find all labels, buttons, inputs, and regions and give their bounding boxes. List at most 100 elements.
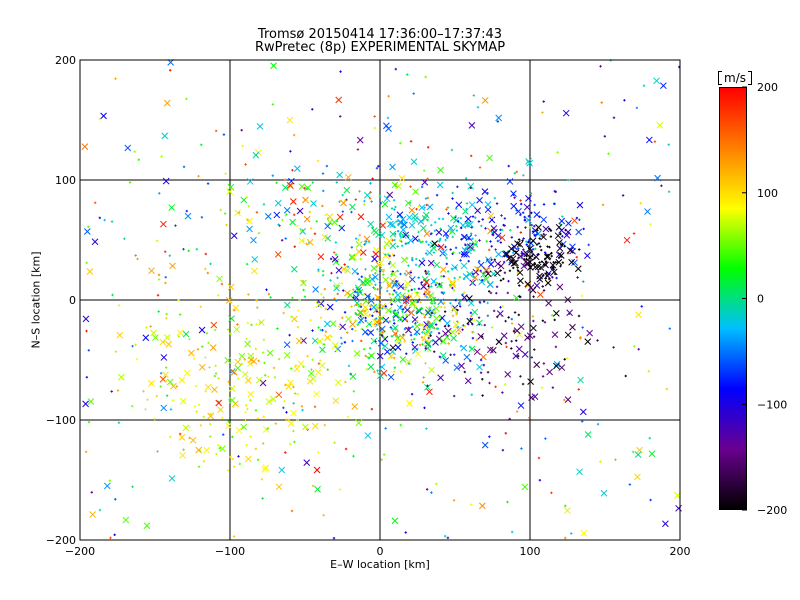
data-point-plus [447, 277, 450, 281]
data-point-plus [326, 368, 329, 371]
data-point-plus [424, 269, 427, 273]
data-point-plus [386, 289, 389, 293]
data-point-plus [471, 272, 474, 275]
data-point-plus [554, 345, 558, 349]
data-point-x [634, 473, 641, 481]
data-point-plus [463, 370, 467, 374]
data-point-x [553, 362, 560, 370]
data-point-x [545, 299, 552, 307]
data-point-plus [292, 429, 295, 433]
data-point-x [331, 255, 339, 263]
data-point-plus [418, 323, 422, 327]
data-point-plus [415, 257, 418, 261]
data-point-plus [313, 232, 317, 235]
data-point-x [481, 441, 489, 449]
data-point-plus [402, 333, 405, 337]
data-point-plus [433, 229, 437, 233]
data-point-plus [406, 73, 409, 76]
data-point-plus [455, 313, 458, 316]
data-point-plus [410, 288, 413, 292]
data-point-x [287, 420, 295, 427]
data-point-x [357, 316, 365, 324]
data-point-x [466, 243, 474, 250]
data-point-plus [445, 262, 448, 266]
data-point-plus [363, 203, 366, 206]
data-point-plus [117, 421, 121, 424]
data-point-plus [338, 200, 341, 203]
data-point-plus [317, 451, 320, 454]
data-point-plus [289, 150, 292, 153]
data-point-plus [601, 203, 605, 207]
data-point-plus [430, 302, 434, 305]
data-point-plus [421, 257, 425, 260]
data-point-plus [482, 300, 486, 303]
data-point-plus [373, 126, 377, 130]
data-point-plus [352, 288, 355, 291]
data-point-x [476, 319, 483, 327]
data-point-plus [146, 398, 149, 401]
data-point-plus [273, 376, 277, 379]
data-point-plus [159, 372, 163, 375]
data-point-x [234, 209, 241, 217]
plot-frame [79, 59, 681, 541]
data-point-plus [454, 298, 457, 302]
data-point-plus [428, 332, 432, 336]
data-point-plus [437, 217, 441, 220]
data-point-plus [382, 336, 386, 340]
data-point-plus [470, 226, 473, 229]
data-point-x [264, 213, 272, 220]
data-point-plus [497, 340, 500, 343]
data-point-x [160, 220, 167, 228]
data-point-plus [336, 276, 339, 280]
data-point-plus [436, 327, 440, 330]
data-point-x [343, 186, 351, 194]
data-point-plus [249, 399, 252, 402]
data-point-x [345, 173, 352, 181]
data-point-x [370, 265, 378, 272]
data-point-x [586, 329, 593, 337]
data-point-plus [459, 344, 463, 348]
data-point-plus [511, 251, 515, 254]
data-point-plus [370, 407, 374, 411]
data-point-plus [392, 199, 396, 202]
data-point-plus [534, 247, 537, 251]
data-point-plus [427, 272, 431, 276]
data-point-plus [245, 444, 248, 447]
data-point-plus [395, 220, 399, 223]
data-point-plus [404, 301, 408, 305]
data-point-plus [321, 204, 324, 208]
data-point-x [413, 323, 421, 330]
data-point-plus [427, 285, 430, 288]
data-point-plus [350, 210, 353, 214]
y-tick-label: 0 [69, 294, 76, 307]
data-point-plus [225, 223, 228, 227]
data-point-x [562, 109, 570, 117]
data-point-x [489, 346, 497, 354]
data-point-plus [529, 192, 533, 195]
data-point-plus [532, 319, 535, 323]
data-point-plus [470, 393, 473, 396]
data-point-plus [301, 408, 304, 412]
data-point-x [448, 228, 456, 235]
x-tick-label: −200 [65, 545, 95, 558]
data-point-plus [256, 458, 260, 462]
data-point-x [529, 237, 537, 245]
data-point-plus [356, 291, 359, 294]
data-point-plus [134, 343, 137, 346]
data-point-plus [311, 181, 314, 184]
data-point-plus [471, 330, 475, 334]
data-point-plus [171, 399, 175, 402]
data-point-x [442, 357, 450, 364]
data-point-plus [206, 182, 210, 185]
data-point-plus [437, 245, 441, 248]
data-point-plus [202, 415, 205, 419]
data-point-x [512, 352, 520, 360]
data-point-plus [568, 312, 571, 315]
data-point-plus [438, 355, 442, 359]
data-point-plus [525, 254, 528, 258]
x-axis-label: E–W location [km] [330, 558, 430, 571]
data-point-x [566, 246, 574, 254]
data-point-plus [114, 498, 117, 501]
data-point-plus [544, 260, 548, 263]
data-point-plus [329, 257, 333, 261]
